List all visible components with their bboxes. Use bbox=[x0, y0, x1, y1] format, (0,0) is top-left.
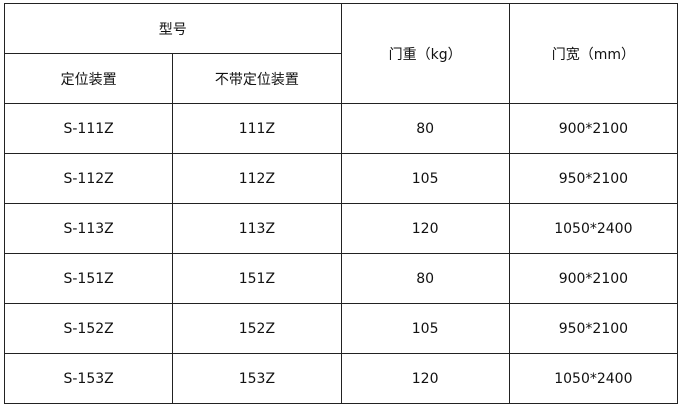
cell-door-weight: 80 bbox=[340, 103, 510, 154]
cell-door-weight: 105 bbox=[340, 303, 510, 354]
header-row: 型号 门重（kg） 门宽（mm） bbox=[4, 3, 679, 104]
cell-door-weight: 120 bbox=[340, 353, 510, 404]
cell-door-weight: 105 bbox=[340, 153, 510, 204]
header-door-weight: 门重（kg） bbox=[340, 3, 510, 104]
table-row: S-111Z 111Z 80 900*2100 bbox=[3, 103, 679, 154]
cell-model-without-positioning: 151Z bbox=[172, 253, 342, 304]
cell-model-with-positioning: S-152Z bbox=[3, 303, 174, 354]
table-row: S-153Z 153Z 120 1050*2400 bbox=[3, 353, 679, 404]
table-row: S-113Z 113Z 120 1050*2400 bbox=[3, 203, 679, 254]
cell-door-weight: 120 bbox=[340, 203, 510, 254]
cell-door-weight: 80 bbox=[340, 253, 510, 304]
table-row: S-151Z 151Z 80 900*2100 bbox=[3, 253, 679, 304]
cell-door-width: 1050*2400 bbox=[508, 353, 679, 404]
door-spec-table: 型号 门重（kg） 门宽（mm） 定位装置 不带定位装置 S-111Z 111Z 8… bbox=[3, 3, 679, 404]
header-with-positioning: 定位装置 bbox=[3, 53, 174, 104]
cell-model-without-positioning: 111Z bbox=[172, 103, 342, 154]
cell-door-width: 1050*2400 bbox=[508, 203, 679, 254]
cell-model-with-positioning: S-153Z bbox=[3, 353, 174, 404]
header-door-width: 门宽（mm） bbox=[508, 3, 679, 104]
table-row: S-112Z 112Z 105 950*2100 bbox=[3, 153, 679, 204]
cell-model-with-positioning: S-112Z bbox=[3, 153, 174, 204]
cell-door-width: 950*2100 bbox=[508, 153, 679, 204]
cell-door-width: 950*2100 bbox=[508, 303, 679, 354]
cell-model-without-positioning: 153Z bbox=[172, 353, 342, 404]
header-without-positioning: 不带定位装置 bbox=[172, 53, 342, 104]
cell-model-with-positioning: S-111Z bbox=[3, 103, 174, 154]
cell-model-without-positioning: 112Z bbox=[172, 153, 342, 204]
cell-door-width: 900*2100 bbox=[508, 253, 679, 304]
table-row: S-152Z 152Z 105 950*2100 bbox=[3, 303, 679, 354]
cell-model-with-positioning: S-151Z bbox=[3, 253, 174, 304]
cell-model-with-positioning: S-113Z bbox=[3, 203, 174, 254]
cell-door-width: 900*2100 bbox=[508, 103, 679, 154]
subheader-row: 定位装置 不带定位装置 bbox=[3, 53, 678, 104]
header-model: 型号 bbox=[4, 3, 342, 54]
cell-model-without-positioning: 113Z bbox=[172, 203, 342, 254]
cell-model-without-positioning: 152Z bbox=[172, 303, 342, 354]
